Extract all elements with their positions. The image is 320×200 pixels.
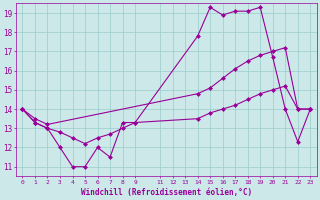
X-axis label: Windchill (Refroidissement éolien,°C): Windchill (Refroidissement éolien,°C) xyxy=(81,188,252,197)
